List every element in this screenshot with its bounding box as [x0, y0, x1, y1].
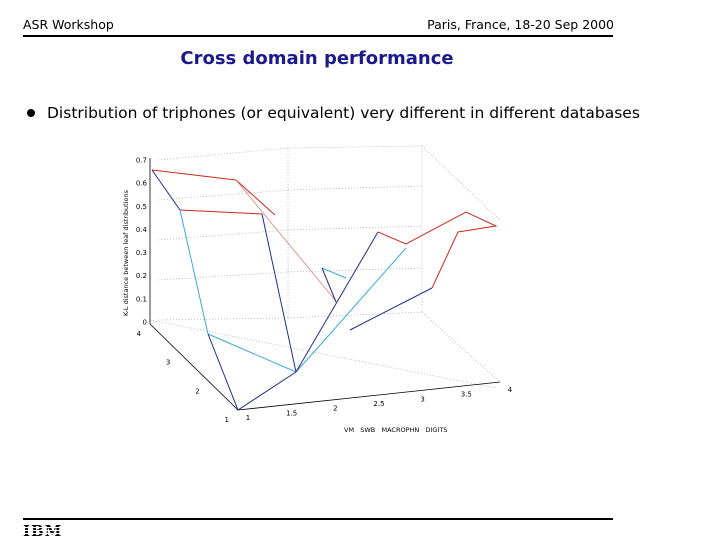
series-blue-right [295, 231, 379, 373]
series-blue-short [321, 267, 337, 303]
header-rule [23, 35, 613, 37]
bullet-dot-icon [27, 109, 35, 117]
x-tick-label: 2.5 [373, 400, 384, 408]
z-tick-label: 0.4 [136, 226, 148, 234]
x-tick-label: 3.5 [461, 391, 472, 399]
z-tick-label: 0.5 [136, 203, 147, 211]
header-left: ASR Workshop [23, 17, 114, 32]
z-tick-label: 0.1 [136, 295, 147, 303]
x-tick-label: 4 [508, 386, 513, 394]
x-tick-label: 1.5 [286, 409, 297, 417]
x-axis-label: VM SWB MACROPHN DIGITS [344, 426, 447, 434]
slide-title: Cross domain performance [180, 48, 454, 69]
series-blue [151, 169, 433, 411]
series-blue-lower [349, 287, 433, 331]
chart-axes [149, 158, 501, 411]
x-tick-label: 3 [420, 395, 424, 403]
y-tick-label: 4 [137, 330, 142, 338]
x-tick-label: 2 [333, 405, 337, 413]
chart-grid [149, 145, 501, 389]
z-tick-label: 0.2 [136, 272, 147, 280]
header-right: Paris, France, 18-20 Sep 2000 [427, 17, 614, 32]
y-tick-label: 1 [225, 416, 229, 424]
bullet-text: Distribution of triphones (or equivalent… [47, 104, 640, 122]
x-axis [237, 381, 501, 411]
z-tick-label: 0.7 [136, 157, 147, 165]
y-axis [149, 323, 239, 411]
bullet-item: Distribution of triphones (or equivalent… [23, 104, 640, 122]
y-tick-label: 2 [195, 387, 199, 395]
series-blue-left [151, 169, 181, 211]
series-cyan-short [321, 267, 347, 279]
ibm-logo: IBM [23, 522, 63, 540]
y-tick-label: 3 [166, 359, 170, 367]
series-red-right [377, 211, 498, 289]
z-tick-label: 0.6 [136, 180, 148, 188]
series-cyan-right [295, 247, 407, 373]
series-red-diag [235, 179, 336, 301]
z-tick-label: 0 [143, 319, 147, 327]
z-tick-label: 0.3 [136, 249, 147, 257]
series-red [151, 169, 498, 301]
x-tick-label: 1 [246, 414, 250, 422]
series-red-mid [179, 209, 263, 215]
z-axis-label: K-L distance between leaf distributions [122, 189, 130, 316]
series-blue-valley [207, 333, 297, 411]
series-red-upper [151, 169, 276, 216]
footer-rule [23, 518, 613, 520]
series-blue-main [261, 213, 297, 373]
